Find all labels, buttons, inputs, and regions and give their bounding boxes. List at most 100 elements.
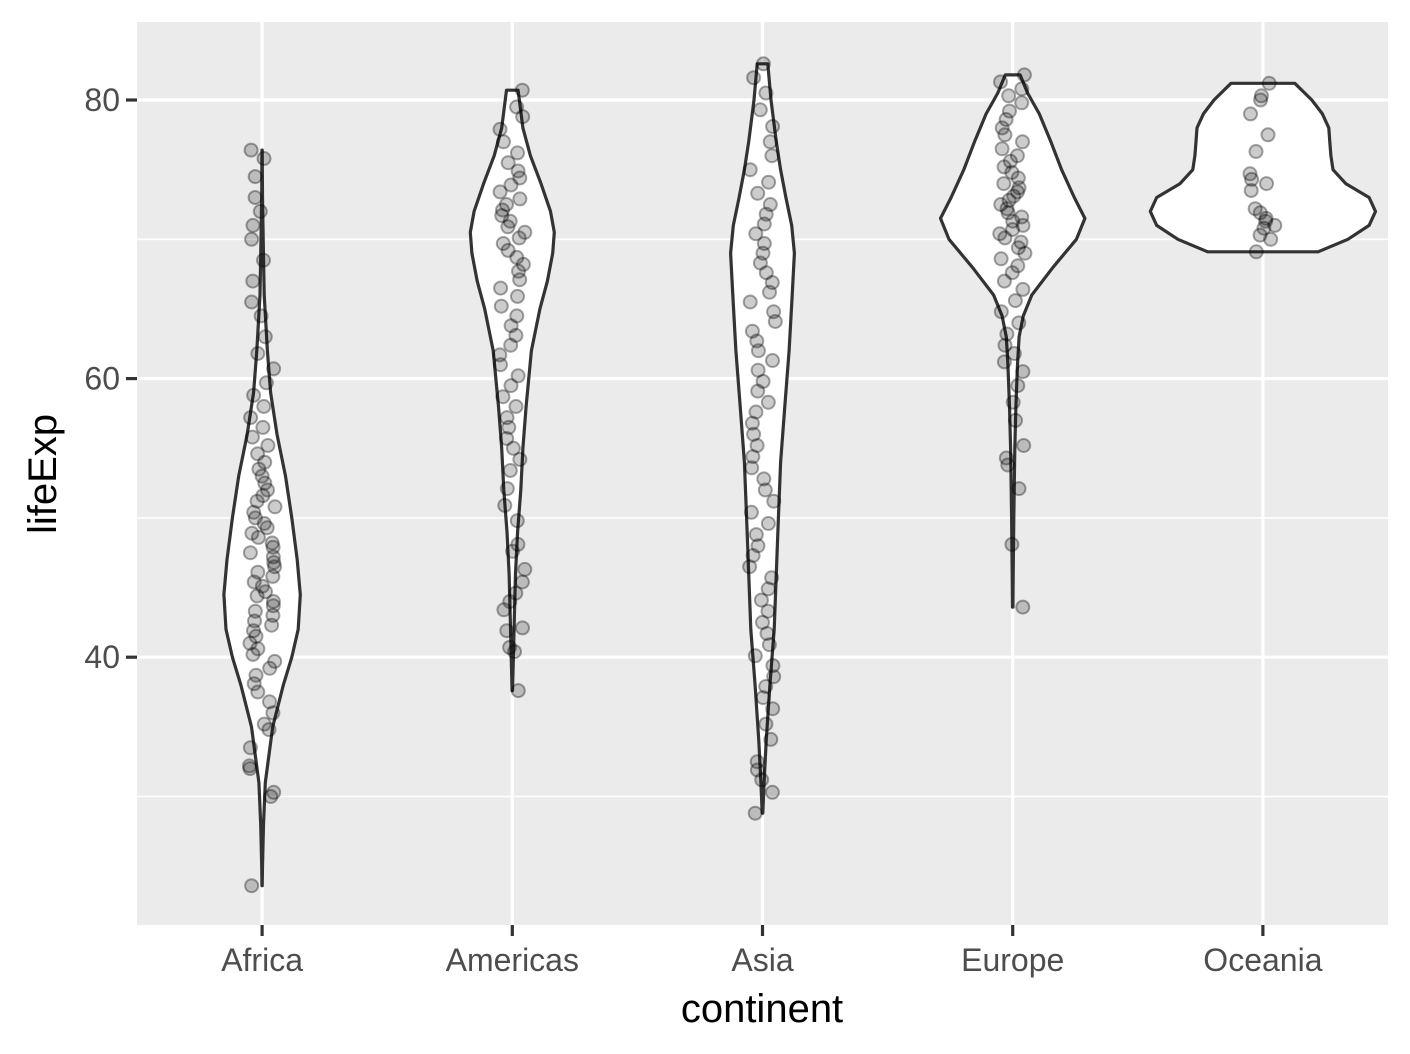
point-europe-26 bbox=[992, 226, 1008, 242]
point-americas-50 bbox=[512, 170, 528, 186]
point-americas-51 bbox=[510, 163, 526, 179]
point-europe-12 bbox=[997, 337, 1013, 353]
point-europe-29 bbox=[1005, 213, 1021, 229]
point-africa-8 bbox=[265, 705, 281, 721]
point-asia-14 bbox=[759, 626, 775, 641]
point-americas-20 bbox=[499, 410, 515, 426]
point-americas-5 bbox=[496, 602, 512, 618]
point-africa-54 bbox=[244, 429, 260, 445]
point-africa-30 bbox=[265, 568, 281, 584]
point-asia-9 bbox=[758, 679, 774, 694]
point-europe-4 bbox=[998, 450, 1014, 466]
point-asia-59 bbox=[764, 148, 780, 164]
point-europe-51 bbox=[1001, 88, 1017, 104]
point-asia-32 bbox=[746, 426, 762, 442]
point-africa-63 bbox=[253, 308, 269, 324]
point-americas-54 bbox=[496, 134, 511, 150]
point-asia-1 bbox=[764, 784, 780, 800]
point-africa-17 bbox=[242, 635, 258, 651]
point-africa-13 bbox=[262, 660, 278, 676]
violin-europe bbox=[938, 73, 1087, 609]
y-axis-title: lifeExp bbox=[21, 414, 65, 534]
point-africa-19 bbox=[246, 623, 261, 639]
point-europe-17 bbox=[1015, 281, 1031, 297]
point-asia-62 bbox=[752, 102, 768, 118]
point-asia-50 bbox=[755, 245, 771, 261]
point-africa-44 bbox=[267, 499, 283, 515]
point-europe-50 bbox=[1014, 95, 1030, 111]
point-americas-14 bbox=[499, 481, 515, 497]
point-africa-59 bbox=[258, 375, 274, 391]
point-europe-54 bbox=[1016, 67, 1032, 83]
point-africa-65 bbox=[245, 273, 261, 289]
point-americas-45 bbox=[495, 202, 510, 218]
point-asia-5 bbox=[763, 731, 779, 747]
point-europe-2 bbox=[1011, 481, 1027, 497]
point-asia-7 bbox=[765, 701, 781, 717]
point-africa-45 bbox=[249, 493, 265, 509]
point-europe-11 bbox=[1006, 346, 1022, 361]
point-europe-36 bbox=[1009, 184, 1025, 200]
point-europe-52 bbox=[1014, 81, 1030, 97]
point-asia-17 bbox=[753, 592, 769, 608]
point-oceania-0 bbox=[1248, 244, 1264, 260]
point-africa-34 bbox=[265, 549, 281, 565]
point-asia-47 bbox=[764, 275, 780, 290]
point-europe-3 bbox=[1000, 457, 1016, 473]
point-africa-41 bbox=[256, 516, 272, 531]
point-americas-35 bbox=[511, 263, 526, 279]
point-americas-32 bbox=[510, 288, 525, 304]
point-europe-35 bbox=[1006, 188, 1022, 204]
point-americas-46 bbox=[499, 197, 514, 212]
point-europe-44 bbox=[994, 141, 1010, 157]
violin-americas bbox=[468, 88, 556, 693]
point-asia-18 bbox=[760, 581, 776, 597]
point-africa-50 bbox=[251, 461, 267, 477]
point-africa-6 bbox=[261, 722, 277, 738]
point-americas-52 bbox=[500, 155, 516, 171]
point-africa-20 bbox=[264, 617, 280, 633]
point-africa-27 bbox=[258, 584, 273, 600]
point-americas-30 bbox=[509, 308, 525, 324]
point-africa-47 bbox=[260, 482, 275, 498]
point-europe-34 bbox=[1001, 192, 1017, 208]
x-tick-label-africa: Africa bbox=[221, 942, 303, 978]
jitter-points bbox=[241, 56, 1283, 894]
point-europe-31 bbox=[1000, 205, 1016, 221]
point-africa-58 bbox=[246, 387, 262, 403]
point-americas-4 bbox=[515, 620, 530, 636]
point-asia-35 bbox=[760, 394, 776, 410]
point-europe-32 bbox=[999, 201, 1015, 217]
point-americas-33 bbox=[493, 280, 509, 296]
point-asia-60 bbox=[762, 134, 778, 150]
point-americas-17 bbox=[505, 440, 521, 456]
point-americas-25 bbox=[493, 357, 508, 373]
point-europe-42 bbox=[1002, 153, 1018, 169]
point-africa-10 bbox=[250, 684, 266, 700]
point-africa-42 bbox=[247, 510, 263, 526]
point-africa-32 bbox=[267, 559, 283, 575]
point-europe-18 bbox=[996, 273, 1012, 289]
point-americas-56 bbox=[515, 109, 531, 125]
violin-oceania bbox=[1148, 81, 1378, 254]
point-africa-61 bbox=[250, 346, 266, 361]
point-americas-18 bbox=[499, 431, 515, 446]
point-europe-10 bbox=[996, 354, 1012, 370]
point-asia-13 bbox=[761, 637, 777, 653]
point-americas-19 bbox=[501, 419, 517, 435]
point-asia-37 bbox=[755, 373, 771, 389]
point-europe-6 bbox=[1008, 412, 1023, 428]
point-africa-64 bbox=[244, 294, 260, 310]
point-oceania-6 bbox=[1258, 210, 1274, 226]
point-americas-31 bbox=[493, 298, 509, 314]
point-asia-6 bbox=[758, 716, 774, 732]
point-americas-41 bbox=[517, 224, 533, 240]
point-asia-16 bbox=[760, 603, 776, 619]
point-africa-28 bbox=[254, 578, 270, 594]
point-asia-48 bbox=[758, 265, 774, 281]
point-oceania-18 bbox=[1261, 75, 1277, 91]
point-europe-47 bbox=[994, 120, 1010, 136]
point-asia-39 bbox=[765, 353, 780, 368]
point-asia-63 bbox=[758, 85, 774, 101]
point-europe-43 bbox=[1009, 148, 1025, 164]
